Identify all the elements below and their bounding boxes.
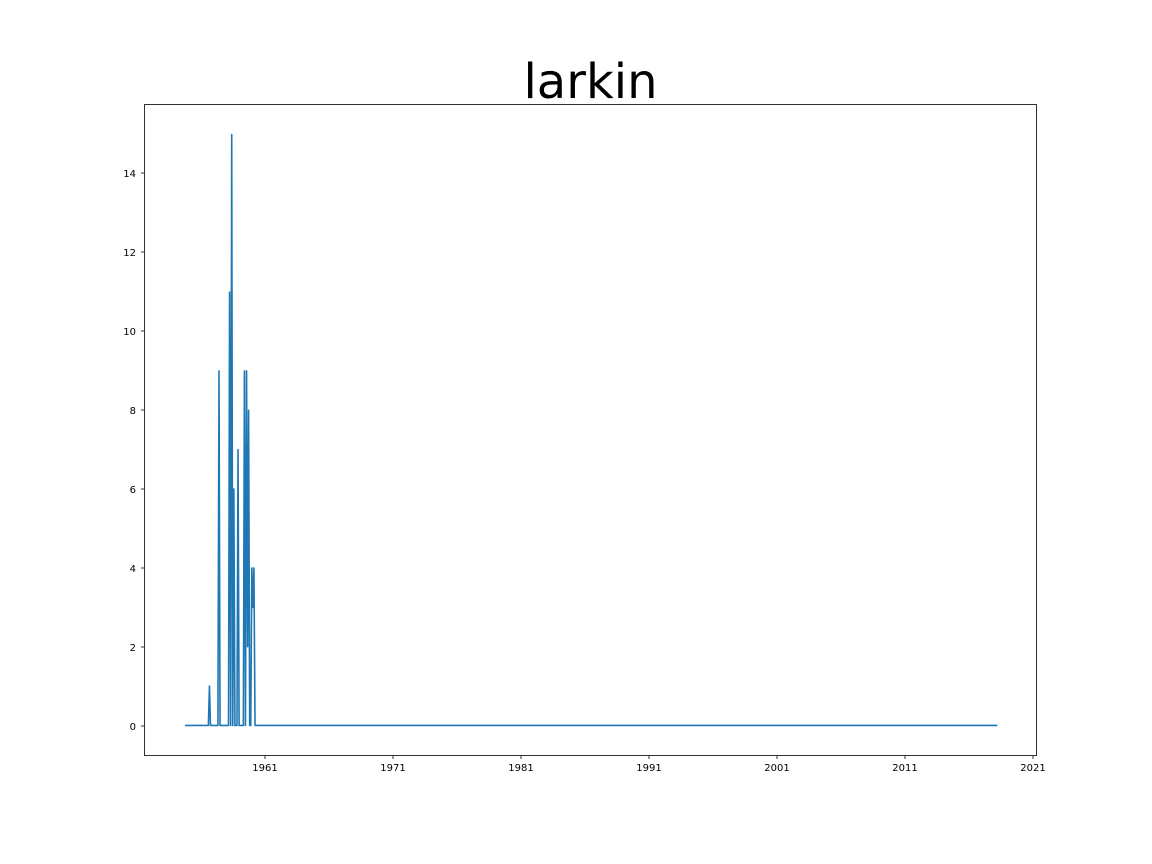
x-tick-label: 1981 (508, 763, 533, 774)
series-line (184, 133, 998, 727)
x-tick-label: 1961 (252, 763, 277, 774)
series-layer (184, 133, 998, 727)
axes-frame (144, 104, 1037, 756)
y-axis: 0 2 4 6 8 10 12 14 (123, 169, 144, 733)
y-tick-label: 6 (130, 485, 136, 496)
x-tick-label: 1991 (636, 763, 661, 774)
x-tick-label: 2021 (1020, 763, 1045, 774)
y-tick-label: 8 (130, 406, 136, 417)
chart-title: larkin (523, 54, 657, 110)
x-tick-label: 1971 (380, 763, 405, 774)
y-tick-label: 4 (130, 564, 136, 575)
y-tick-label: 12 (123, 248, 136, 259)
y-tick-label: 0 (130, 722, 136, 733)
y-tick-label: 10 (123, 327, 136, 338)
y-tick-label: 2 (130, 643, 136, 654)
x-tick-label: 2001 (764, 763, 789, 774)
x-axis: 1961 1971 1981 1991 2001 2011 2021 (252, 756, 1046, 774)
y-tick-label: 14 (123, 169, 136, 180)
x-tick-label: 2011 (892, 763, 917, 774)
